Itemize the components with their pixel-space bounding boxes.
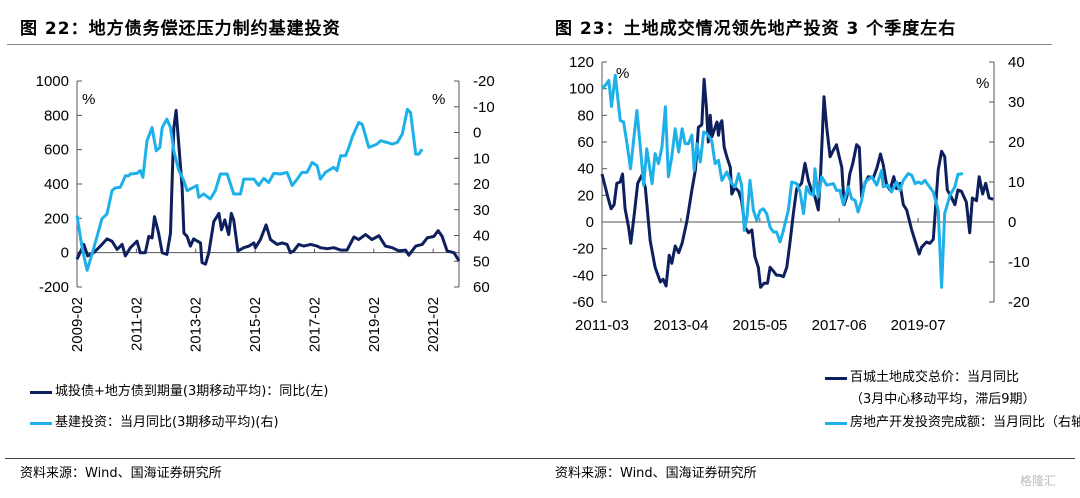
legend-label: 城投债+地方债到期量(3期移动平均)：同比(左) [55, 384, 329, 399]
left-chart-left-tick-label: 800 [44, 107, 69, 124]
left-chart-title: 图 22：地方债务偿还压力制约基建投资 [20, 19, 341, 39]
left-chart-left-tick-label: 400 [44, 176, 69, 193]
right-chart-left-tick-label: 0 [586, 214, 594, 231]
legend-label: 房地产开发投资完成额：当月同比（右轴） [850, 415, 1080, 430]
right-chart-right-tick-label: 10 [1008, 174, 1025, 191]
left-chart-right-tick-label: -10 [473, 99, 495, 116]
right-chart-left-tick-label: 120 [569, 54, 594, 71]
right-chart-left-unit-label: % [616, 65, 629, 82]
left-chart-right-tick-label: 0 [473, 125, 481, 142]
left-chart-right-tick-label: 30 [473, 202, 490, 219]
left-chart-left-tick-label: 600 [44, 142, 69, 159]
right-chart-right-tick-label: 20 [1008, 134, 1025, 151]
left-chart-x-tick-label: 2015-02 [247, 297, 264, 352]
right-chart-left-tick-label: -20 [572, 241, 594, 258]
legend-swatch-light [825, 422, 847, 425]
right-chart-x-tick-label: 2013-04 [653, 317, 708, 334]
right-chart-title: 图 23：土地成交情况领先地产投资 3 个季度左右 [555, 19, 957, 39]
left-chart-left-unit-label: % [82, 91, 95, 108]
right-chart-x-tick-label: 2015-05 [732, 317, 787, 334]
left-chart-series-dark-line [75, 108, 461, 266]
right-chart-x-tick-label: 2011-03 [575, 317, 629, 334]
left-chart-x-tick-label: 2011-02 [128, 297, 145, 351]
left-title-divider [7, 44, 540, 45]
right-chart-right-tick-label: 30 [1008, 94, 1025, 111]
right-chart-series-dark-line [600, 77, 994, 289]
left-chart-x-tick-label: 2021-02 [425, 297, 442, 352]
right-chart-series-light-line [600, 73, 964, 289]
left-chart-right-tick-label: 10 [473, 150, 490, 167]
right-chart-left-tick-label: 40 [577, 161, 594, 178]
left-chart-series-light-line [75, 107, 424, 272]
legend-label: 百城土地成交总价：当月同比（3月中心移动平均，滞后9期） [850, 370, 1036, 407]
right-chart-left-tick-label: -40 [572, 267, 594, 284]
right-chart-right-tick-label: 0 [1008, 214, 1016, 231]
left-chart-right-tick-label: 40 [473, 228, 490, 245]
right-chart-left-tick-label: 60 [577, 134, 594, 151]
right-chart-left-tick-label: 100 [569, 81, 594, 98]
left-chart-x-tick-label: 2013-02 [188, 297, 205, 352]
left-chart-left-tick-label: 0 [61, 245, 69, 262]
left-source-note: 资料来源：Wind、国海证券研究所 [20, 466, 222, 481]
right-chart-x-tick-label: 2019-07 [891, 317, 946, 334]
legend-swatch-dark [825, 377, 847, 380]
right-chart-left-tick-label: -60 [572, 294, 594, 311]
left-chart-left-tick-label: 1000 [36, 73, 69, 90]
left-chart-right-unit-label: % [432, 91, 445, 108]
left-chart-left-tick-label: -200 [39, 279, 69, 296]
left-chart-right-tick-label: -20 [473, 73, 495, 90]
left-chart-x-tick-label: 2017-02 [306, 297, 323, 352]
right-chart-right-unit-label: % [976, 75, 989, 92]
right-chart-left-tick-label: 20 [577, 187, 594, 204]
left-chart-right-tick-label: 20 [473, 176, 490, 193]
right-source-note: 资料来源：Wind、国海证券研究所 [555, 466, 757, 481]
legend-label: 基建投资：当月同比(3期移动平均)(右) [55, 415, 279, 430]
right-chart-right-tick-label: 40 [1008, 54, 1025, 71]
legend-swatch-dark [30, 391, 52, 394]
legend-swatch-light [30, 422, 52, 425]
right-chart-x-tick-label: 2017-06 [812, 317, 867, 334]
left-chart-x-tick-label: 2009-02 [69, 297, 86, 352]
right-chart-left-tick-label: 80 [577, 107, 594, 124]
left-chart-x-tick-label: 2019-02 [366, 297, 383, 352]
left-chart-right-tick-label: 60 [473, 279, 490, 296]
left-chart-right-tick-label: 50 [473, 253, 490, 270]
right-title-divider [540, 44, 1052, 45]
watermark-logo: 格隆汇 [1020, 474, 1057, 488]
right-chart-right-tick-label: -20 [1008, 294, 1030, 311]
right-chart-right-tick-label: -10 [1008, 254, 1030, 271]
left-chart-left-tick-label: 200 [44, 210, 69, 227]
footer-divider [5, 458, 1075, 459]
